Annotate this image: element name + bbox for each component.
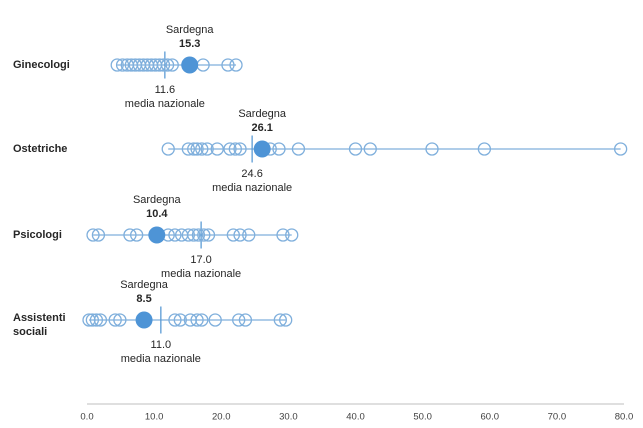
region-point	[173, 313, 187, 327]
region-point	[91, 228, 106, 242]
region-point	[190, 313, 204, 327]
category-label-assistenti-sociali: Assistenti sociali	[13, 312, 66, 338]
region-point	[89, 313, 104, 327]
region-point	[181, 142, 196, 156]
region-point	[156, 58, 171, 72]
region-point	[273, 313, 287, 327]
region-point	[197, 228, 211, 242]
media-nazionale-label: media nazionale	[125, 98, 205, 110]
region-point	[110, 58, 124, 72]
region-point	[613, 142, 628, 156]
region-point	[229, 58, 243, 72]
region-point	[160, 58, 175, 72]
region-point	[228, 142, 242, 156]
region-point	[477, 142, 492, 156]
media-nazionale-value: 24.6	[241, 168, 262, 180]
media-nazionale-label: media nazionale	[212, 182, 292, 194]
region-point	[113, 313, 127, 327]
sardegna-point	[253, 140, 271, 158]
sardegna-point	[148, 226, 166, 244]
axis-tick-label: 80.0	[615, 412, 634, 423]
media-nazionale-value: 17.0	[190, 254, 211, 266]
region-point	[115, 58, 130, 72]
region-point	[85, 313, 100, 327]
media-nazionale-label: media nazionale	[161, 268, 241, 280]
category-label-psicologi: Psicologi	[13, 229, 62, 241]
region-point	[348, 142, 363, 156]
region-point	[232, 313, 246, 327]
region-point	[279, 313, 293, 327]
region-point	[93, 313, 108, 327]
region-point	[285, 228, 299, 242]
axis-tick-label: 70.0	[548, 412, 567, 423]
region-point	[191, 228, 206, 242]
sardegna-label: Sardegna	[120, 279, 169, 291]
axis-tick-label: 0.0	[80, 412, 93, 423]
region-point	[123, 228, 137, 242]
category-label-ostetriche: Ostetriche	[13, 143, 68, 155]
region-point	[181, 228, 196, 242]
axis-tick-label: 60.0	[481, 412, 500, 423]
sardegna-point	[181, 56, 199, 74]
media-nazionale-value: 11.0	[151, 339, 172, 351]
region-point	[200, 142, 214, 156]
sardegna-value: 10.4	[146, 208, 168, 220]
region-point	[425, 142, 439, 156]
region-point	[221, 58, 235, 72]
region-point	[223, 142, 237, 156]
region-point	[165, 58, 179, 72]
region-point	[291, 142, 306, 156]
sardegna-label: Sardegna	[166, 24, 215, 36]
region-point	[233, 142, 247, 156]
region-point	[190, 142, 204, 156]
axis-tick-label: 40.0	[346, 412, 365, 423]
media-nazionale-value: 11.6	[155, 84, 176, 96]
axis-tick-label: 10.0	[145, 412, 164, 423]
region-point	[195, 313, 209, 327]
region-point	[86, 228, 100, 242]
region-point	[226, 228, 240, 242]
axis-tick-label: 50.0	[413, 412, 432, 423]
region-point	[208, 313, 222, 327]
sardegna-label: Sardegna	[238, 108, 287, 120]
region-point	[187, 142, 201, 156]
region-point	[201, 228, 216, 242]
sardegna-value: 15.3	[179, 38, 200, 50]
region-point	[187, 228, 201, 242]
region-point	[108, 313, 122, 327]
region-point	[152, 58, 167, 72]
sardegna-value: 26.1	[251, 122, 272, 134]
sardegna-point	[135, 311, 153, 329]
region-point	[276, 228, 290, 242]
region-point	[233, 228, 247, 242]
region-point	[210, 142, 224, 156]
region-point	[363, 142, 377, 156]
sardegna-label: Sardegna	[133, 194, 182, 206]
region-point	[168, 313, 182, 327]
region-point	[195, 142, 209, 156]
region-point	[272, 142, 286, 156]
region-point	[130, 228, 144, 242]
media-nazionale-label: media nazionale	[121, 353, 201, 365]
sardegna-value: 8.5	[136, 293, 151, 305]
axis-tick-label: 20.0	[212, 412, 231, 423]
category-label-ginecologi: Ginecologi	[13, 59, 70, 71]
region-point	[168, 228, 182, 242]
axis-tick-label: 30.0	[279, 412, 298, 423]
region-point	[161, 142, 175, 156]
region-point	[238, 313, 253, 327]
region-point	[242, 228, 256, 242]
